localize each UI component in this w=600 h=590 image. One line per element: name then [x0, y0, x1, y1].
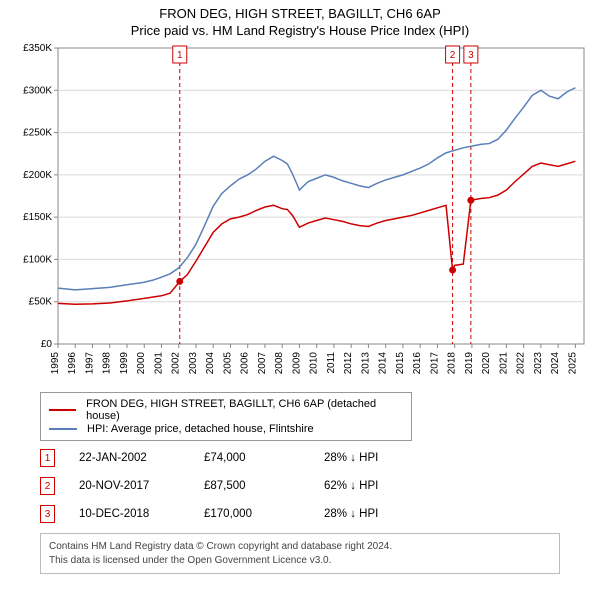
svg-text:1999: 1999: [119, 352, 130, 375]
svg-text:1: 1: [177, 50, 183, 61]
svg-text:3: 3: [468, 50, 474, 61]
svg-text:2011: 2011: [326, 352, 337, 374]
svg-text:2004: 2004: [205, 352, 216, 375]
marker-row: 3 10-DEC-2018£170,00028% ↓ HPI: [40, 505, 592, 523]
marker-price: £170,000: [204, 508, 324, 520]
svg-text:2000: 2000: [136, 352, 147, 375]
marker-pct: 28% ↓ HPI: [324, 452, 424, 464]
legend-swatch: [49, 409, 76, 411]
svg-text:2008: 2008: [274, 352, 285, 375]
marker-date: 10-DEC-2018: [79, 508, 204, 520]
svg-text:£200K: £200K: [23, 170, 52, 181]
svg-text:1998: 1998: [102, 352, 113, 375]
chart-title: FRON DEG, HIGH STREET, BAGILLT, CH6 6AP: [8, 6, 592, 21]
svg-text:2024: 2024: [550, 352, 561, 375]
svg-text:2: 2: [450, 50, 456, 61]
chart: £0 £50K £100K £150K £200K £250K £300K £350K 1995…: [8, 44, 592, 386]
svg-text:2022: 2022: [516, 352, 527, 375]
svg-text:2012: 2012: [343, 352, 354, 375]
footer-attribution: Contains HM Land Registry data © Crown c…: [40, 533, 560, 574]
svg-text:2015: 2015: [395, 352, 406, 375]
marker-number-box: 3: [40, 505, 55, 523]
svg-text:£50K: £50K: [29, 297, 53, 308]
svg-text:2002: 2002: [171, 352, 182, 375]
svg-text:2020: 2020: [481, 352, 492, 375]
legend-item: FRON DEG, HIGH STREET, BAGILLT, CH6 6AP …: [49, 398, 403, 422]
svg-text:£250K: £250K: [23, 128, 52, 139]
svg-text:£300K: £300K: [23, 85, 52, 96]
marker-row: 1 22-JAN-2002£74,00028% ↓ HPI: [40, 449, 592, 467]
svg-text:2025: 2025: [567, 352, 578, 375]
svg-text:1997: 1997: [84, 352, 95, 375]
svg-text:£100K: £100K: [23, 254, 52, 265]
legend-label: HPI: Average price, detached house, Flin…: [87, 423, 314, 435]
svg-text:£150K: £150K: [23, 212, 52, 223]
svg-text:2001: 2001: [153, 352, 164, 375]
svg-text:2016: 2016: [412, 352, 423, 375]
marker-price: £74,000: [204, 452, 324, 464]
svg-text:1995: 1995: [50, 352, 61, 375]
svg-text:£350K: £350K: [23, 44, 52, 54]
marker-date: 22-JAN-2002: [79, 452, 204, 464]
svg-text:2009: 2009: [291, 352, 302, 375]
legend-item: HPI: Average price, detached house, Flin…: [49, 423, 403, 435]
marker-number-box: 2: [40, 477, 55, 495]
svg-text:2013: 2013: [360, 352, 371, 375]
footer-line-1: Contains HM Land Registry data © Crown c…: [49, 540, 551, 554]
marker-pct: 62% ↓ HPI: [324, 480, 424, 492]
svg-text:2021: 2021: [498, 352, 509, 375]
svg-text:2003: 2003: [188, 352, 199, 375]
svg-text:2023: 2023: [533, 352, 544, 375]
marker-table: 122-JAN-2002£74,00028% ↓ HPI220-NOV-2017…: [40, 449, 592, 523]
svg-text:2018: 2018: [447, 352, 458, 375]
legend: FRON DEG, HIGH STREET, BAGILLT, CH6 6AP …: [40, 392, 412, 441]
marker-price: £87,500: [204, 480, 324, 492]
svg-text:2017: 2017: [429, 352, 440, 375]
svg-text:2014: 2014: [378, 352, 389, 375]
marker-row: 2 20-NOV-2017£87,50062% ↓ HPI: [40, 477, 592, 495]
svg-text:2007: 2007: [257, 352, 268, 375]
svg-text:2010: 2010: [309, 352, 320, 375]
marker-number-box: 1: [40, 449, 55, 467]
legend-swatch: [49, 428, 77, 430]
footer-line-2: This data is licensed under the Open Gov…: [49, 554, 551, 568]
svg-text:2006: 2006: [240, 352, 251, 375]
svg-text:2005: 2005: [222, 352, 233, 375]
marker-date: 20-NOV-2017: [79, 480, 204, 492]
svg-text:2019: 2019: [464, 352, 475, 375]
chart-subtitle: Price paid vs. HM Land Registry's House …: [8, 23, 592, 38]
marker-pct: 28% ↓ HPI: [324, 508, 424, 520]
svg-text:£0: £0: [41, 339, 53, 350]
legend-label: FRON DEG, HIGH STREET, BAGILLT, CH6 6AP …: [86, 398, 403, 422]
svg-text:1996: 1996: [67, 352, 78, 375]
